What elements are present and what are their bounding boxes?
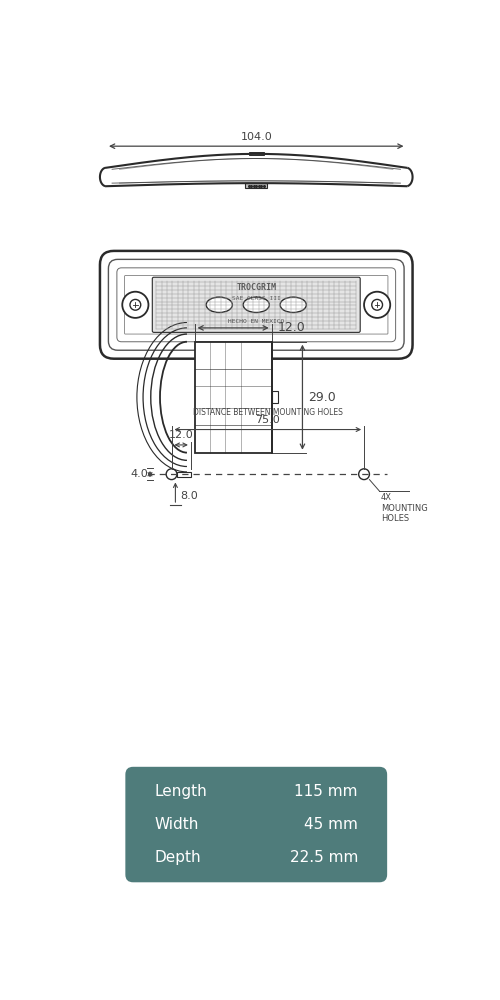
Bar	[177, 472, 191, 477]
Text: SAE CLASS III: SAE CLASS III	[232, 296, 280, 301]
Bar	[246, 183, 267, 188]
Text: 115 mm: 115 mm	[294, 784, 358, 799]
Text: DISTANCE BETWEEN MOUNTING HOLES: DISTANCE BETWEEN MOUNTING HOLES	[193, 408, 342, 417]
Text: 12.0: 12.0	[278, 321, 305, 334]
Ellipse shape	[280, 297, 306, 312]
Text: Width: Width	[154, 817, 199, 832]
Circle shape	[372, 299, 382, 310]
Text: 104.0: 104.0	[240, 132, 272, 142]
Ellipse shape	[243, 297, 270, 312]
Circle shape	[130, 299, 141, 310]
Bar	[248, 152, 264, 155]
Text: Length: Length	[154, 784, 208, 799]
Bar	[194, 342, 272, 453]
Text: TROCGRIM: TROCGRIM	[236, 283, 276, 292]
Text: Depth: Depth	[154, 850, 201, 865]
Text: 75.0: 75.0	[256, 415, 280, 425]
Circle shape	[358, 469, 370, 480]
Text: 8.0: 8.0	[180, 491, 198, 501]
Circle shape	[122, 292, 148, 318]
Text: 4.0: 4.0	[130, 469, 148, 479]
Text: 4X
MOUNTING
HOLES: 4X MOUNTING HOLES	[381, 493, 428, 523]
Text: HECHO EN MEXICO: HECHO EN MEXICO	[228, 319, 284, 324]
Text: 29.0: 29.0	[308, 391, 336, 404]
Text: 45 mm: 45 mm	[304, 817, 358, 832]
Ellipse shape	[206, 297, 233, 312]
FancyBboxPatch shape	[126, 767, 387, 882]
Text: 12.0: 12.0	[169, 430, 194, 440]
Bar	[272, 391, 278, 403]
Text: 22.5 mm: 22.5 mm	[290, 850, 358, 865]
FancyBboxPatch shape	[152, 277, 360, 332]
Circle shape	[364, 292, 390, 318]
Circle shape	[166, 469, 177, 480]
